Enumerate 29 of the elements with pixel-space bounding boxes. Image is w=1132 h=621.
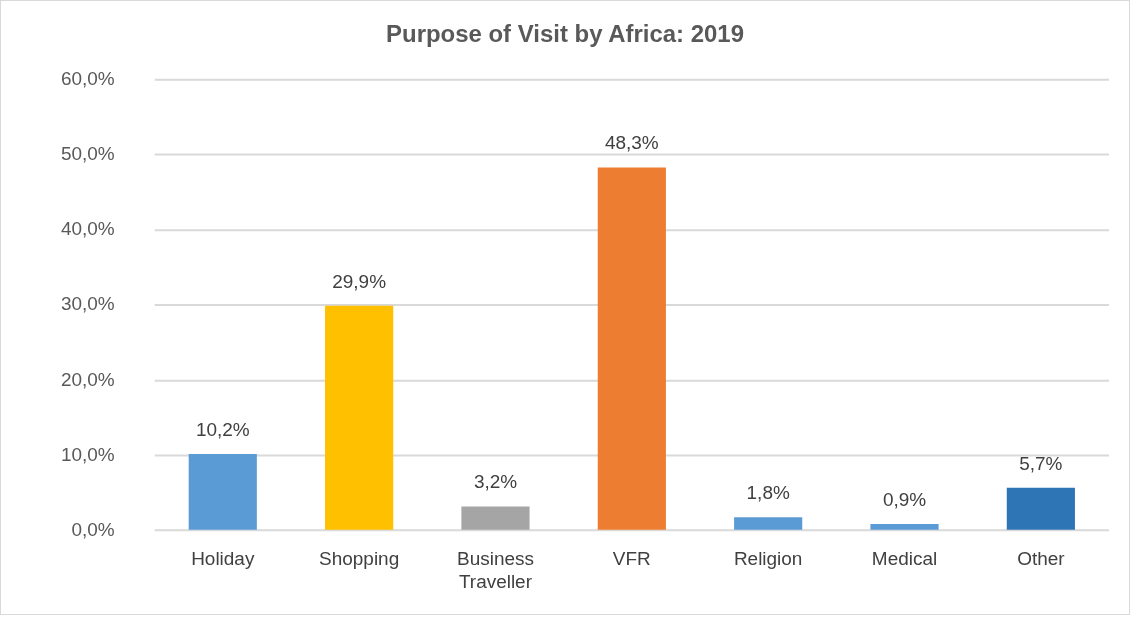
x-tick-label: Religion [733, 548, 803, 570]
bar [734, 517, 803, 530]
bar [325, 305, 394, 530]
x-tick-label: Medical [871, 548, 938, 570]
bar [1006, 487, 1075, 530]
bar [188, 453, 257, 530]
data-label: 10,2% [195, 418, 250, 440]
data-label: 48,3% [604, 132, 659, 154]
y-tick-label: 20,0% [60, 368, 115, 390]
y-tick-label: 40,0% [60, 218, 115, 240]
x-tick-label: Shopping [319, 548, 400, 570]
bar [597, 167, 666, 530]
y-tick-label: 50,0% [60, 142, 115, 164]
data-label: 0,9% [882, 488, 927, 510]
y-tick-label: 0,0% [71, 518, 115, 540]
x-tick-label: Other [1017, 548, 1065, 570]
data-label: 29,9% [332, 270, 387, 292]
x-tick-label: VFR [612, 548, 651, 570]
y-tick-label: 60,0% [60, 67, 115, 89]
y-tick-label: 30,0% [60, 293, 115, 315]
data-label: 3,2% [473, 471, 518, 493]
x-tick-label: Business Traveller [457, 548, 534, 592]
bar [870, 523, 939, 530]
chart-title: Purpose of Visit by Africa: 2019 [386, 19, 744, 47]
y-tick-label: 10,0% [60, 443, 115, 465]
x-tick-label: Holiday [191, 548, 255, 570]
bar [461, 506, 530, 530]
data-label: 1,8% [746, 481, 790, 503]
data-label: 5,7% [1019, 452, 1063, 474]
